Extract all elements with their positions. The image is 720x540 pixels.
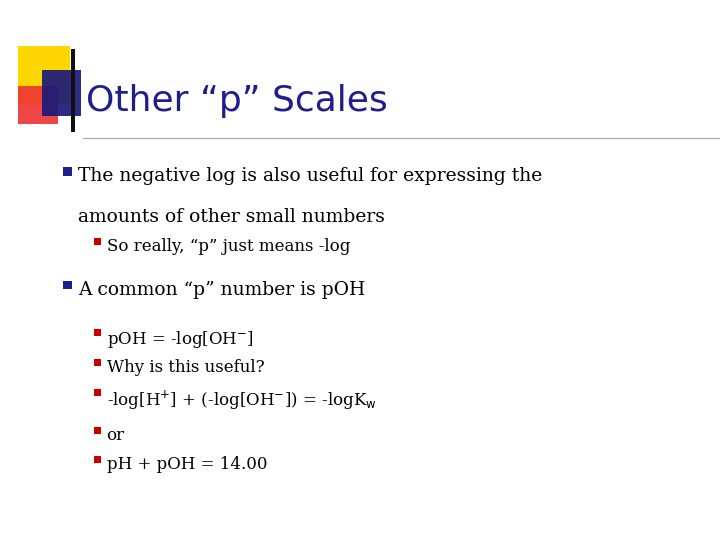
Bar — [94, 456, 101, 463]
Bar — [63, 167, 72, 176]
Bar — [94, 427, 101, 434]
Text: Why is this useful?: Why is this useful? — [107, 359, 264, 376]
Text: pOH = -log[OH$^{-}$]: pOH = -log[OH$^{-}$] — [107, 329, 253, 350]
Text: -log[H$^{+}$] + (-log[OH$^{-}$]) = -logK$_\mathrm{w}$: -log[H$^{+}$] + (-log[OH$^{-}$]) = -logK… — [107, 389, 377, 412]
Text: Other “p” Scales: Other “p” Scales — [86, 84, 388, 118]
Bar — [18, 46, 70, 105]
Bar — [18, 86, 58, 124]
Bar — [94, 389, 101, 396]
Bar — [71, 49, 75, 132]
Text: The negative log is also useful for expressing the: The negative log is also useful for expr… — [78, 167, 542, 185]
Text: amounts of other small numbers: amounts of other small numbers — [78, 208, 384, 226]
Text: pH + pOH = 14.00: pH + pOH = 14.00 — [107, 456, 267, 473]
Bar — [94, 329, 101, 336]
Text: or: or — [107, 427, 125, 443]
Bar — [42, 70, 81, 116]
Bar — [63, 281, 72, 289]
Bar — [94, 238, 101, 245]
Text: A common “p” number is pOH: A common “p” number is pOH — [78, 281, 365, 299]
Bar — [94, 359, 101, 366]
Text: So really, “p” just means -log: So really, “p” just means -log — [107, 238, 350, 254]
